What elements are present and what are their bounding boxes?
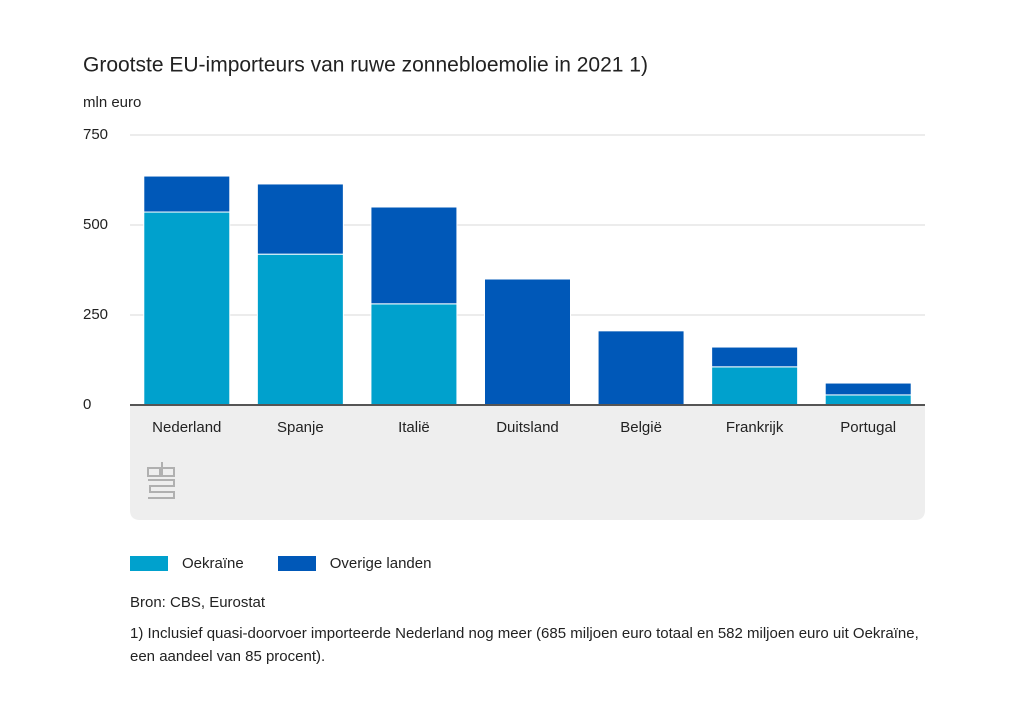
bar-segment (824, 382, 912, 396)
bar-segment (143, 211, 231, 406)
legend-label: Oekraïne (182, 555, 244, 572)
bar-segment (143, 175, 231, 213)
legend-swatch (277, 556, 316, 571)
logo (147, 462, 175, 499)
source: Bron: CBS, Eurostat (130, 594, 266, 611)
bar-segment (597, 330, 685, 406)
legend: Oekraïne Overige landen (130, 552, 465, 575)
y-axis-label: mln euro (83, 94, 141, 111)
y-tick-label: 750 (83, 126, 108, 143)
footnote: 1) Inclusief quasi-doorvoer importeerde … (130, 625, 919, 665)
x-tick-label: Nederland (152, 419, 221, 436)
bar-segment (824, 394, 912, 406)
legend-swatch (130, 556, 168, 571)
x-tick-label: Portugal (840, 419, 896, 436)
x-tick-label: Italië (398, 419, 430, 436)
category-panel (130, 405, 925, 520)
chart-title: Grootste EU-importeurs van ruwe zonneblo… (83, 54, 648, 77)
y-tick-label: 250 (83, 306, 108, 323)
x-tick-label: België (620, 419, 662, 436)
x-tick-label: Spanje (277, 419, 324, 436)
x-tick-label: Duitsland (496, 419, 559, 436)
legend-label: Overige landen (329, 555, 432, 572)
x-tick-label: Frankrijk (726, 419, 784, 436)
bar-segment (256, 183, 344, 255)
bar-segment (484, 278, 571, 406)
bar-segment (370, 303, 458, 406)
bar-segment (370, 206, 458, 305)
y-tick-label: 0 (83, 396, 91, 413)
bar-segment (256, 253, 344, 406)
bar-segment (711, 346, 799, 368)
bar-segment (711, 366, 799, 406)
chart: Grootste EU-importeurs van ruwe zonneblo… (83, 54, 925, 520)
y-tick-label: 500 (83, 216, 108, 233)
